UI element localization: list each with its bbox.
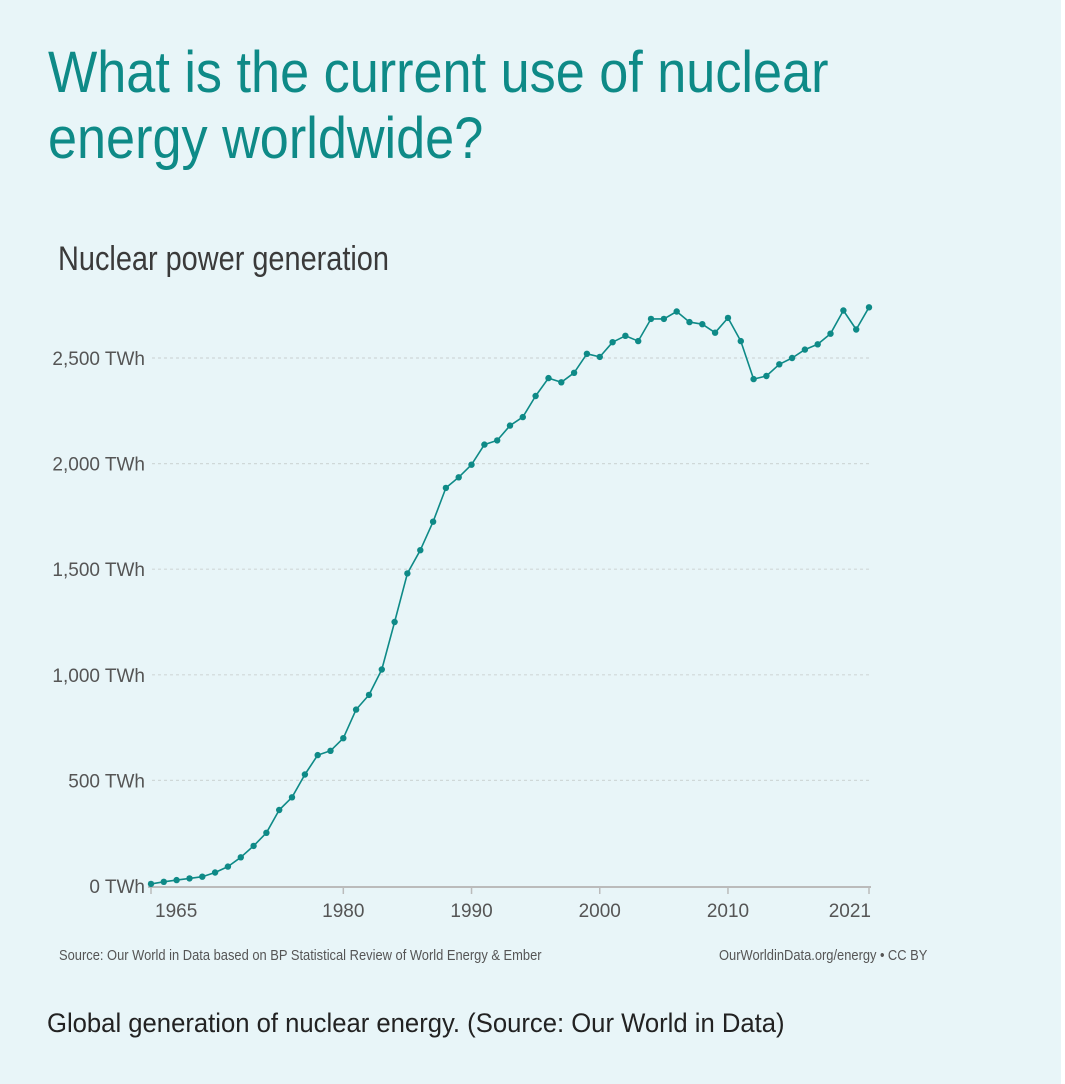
credit-url: OurWorldinData.org/energy: [719, 947, 877, 964]
data-point: [583, 350, 591, 357]
data-point: [814, 341, 821, 348]
data-point: [865, 304, 873, 311]
x-tick-label: 1965: [155, 901, 197, 922]
data-point: [237, 854, 244, 861]
x-tick-label: 2010: [707, 901, 749, 922]
credit-license: CC BY: [887, 947, 928, 964]
data-point: [853, 326, 860, 333]
data-point: [442, 484, 450, 492]
data-point: [211, 869, 219, 876]
chart-title: Nuclear power generation: [58, 240, 389, 278]
data-point: [609, 339, 616, 346]
credit: OurWorldinData.org/energy • CC BY: [719, 947, 927, 964]
data-point: [250, 842, 257, 850]
y-tick-label: 0 TWh: [89, 877, 145, 898]
data-point: [455, 474, 462, 481]
data-point: [481, 441, 488, 448]
data-point: [519, 413, 526, 421]
data-point: [570, 369, 578, 376]
data-point: [737, 337, 744, 345]
headline: What is the current use of nuclear energ…: [48, 40, 829, 171]
data-point: [711, 329, 719, 336]
line-chart: 0 TWh 500 TWh 1,000 TWh 1,500 TWh 2,000 TWh 2…: [52, 304, 873, 922]
data-point: [391, 618, 398, 626]
data-point: [199, 873, 206, 880]
data-point: [417, 547, 424, 554]
x-tick-label: 1990: [450, 901, 492, 922]
data-point: [763, 372, 770, 380]
x-tick-label: 2000: [579, 901, 621, 922]
data-point: [673, 308, 680, 315]
data-point: [532, 392, 539, 400]
data-point: [686, 318, 693, 326]
data-point: [186, 875, 193, 882]
data-point: [263, 829, 270, 836]
y-tick-label: 1,500 TWh: [52, 560, 145, 581]
source-note: Source: Our World in Data based on BP St…: [59, 947, 542, 964]
data-point: [699, 321, 706, 328]
data-point: [788, 354, 796, 362]
credit-separator: •: [879, 947, 885, 964]
data-point: [276, 806, 283, 814]
data-point: [494, 437, 501, 444]
data-point: [622, 332, 629, 339]
data-point: [429, 518, 437, 525]
data-point: [378, 666, 385, 673]
x-tick-label: 2021: [829, 901, 871, 922]
data-point: [160, 878, 167, 885]
data-point: [301, 771, 309, 778]
data-point: [147, 880, 155, 888]
data-point: [750, 375, 757, 383]
x-tick-label: 1980: [322, 901, 364, 922]
data-point: [724, 314, 732, 322]
figure-caption: Global generation of nuclear energy. (So…: [47, 1008, 785, 1038]
data-point: [404, 570, 411, 577]
data-point: [173, 876, 180, 884]
data-point: [827, 330, 834, 337]
series-path: [150, 306, 870, 885]
y-tick-label: 1,000 TWh: [52, 666, 145, 687]
data-point: [801, 346, 809, 353]
data-point: [506, 422, 514, 429]
data-point: [224, 863, 232, 870]
data-point: [776, 361, 783, 368]
data-point: [340, 735, 347, 742]
data-point: [365, 691, 373, 699]
data-point: [288, 794, 296, 801]
data-point: [327, 747, 334, 754]
x-axis-ticks: 1965 1980 1990 2000 2010 2021: [150, 887, 871, 922]
series-line: [150, 306, 870, 885]
data-point: [596, 353, 603, 361]
y-tick-label: 2,500 TWh: [52, 349, 145, 370]
data-point: [558, 379, 565, 386]
data-point: [647, 315, 655, 323]
data-point: [660, 315, 668, 323]
data-point: [840, 307, 847, 314]
data-points: [147, 304, 873, 888]
y-tick-label: 2,000 TWh: [52, 455, 145, 476]
y-axis-ticks: 0 TWh 500 TWh 1,000 TWh 1,500 TWh 2,000 TWh 2…: [52, 349, 145, 898]
y-tick-label: 500 TWh: [68, 771, 145, 792]
grid-lines: [152, 357, 872, 782]
data-point: [468, 461, 475, 468]
data-point: [314, 751, 321, 759]
data-point: [352, 706, 360, 713]
data-point: [545, 374, 552, 382]
data-point: [635, 337, 642, 345]
